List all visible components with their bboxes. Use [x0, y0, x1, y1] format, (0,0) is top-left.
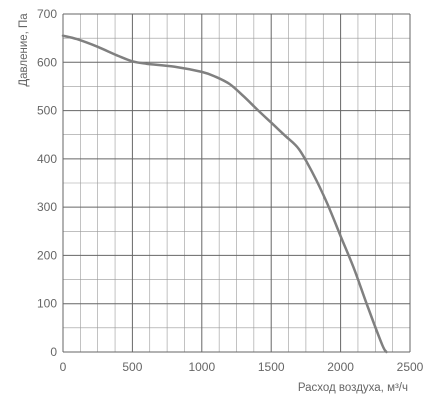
y-tick-label: 200 [37, 248, 57, 262]
y-axis-label: Давление, Па [18, 13, 30, 87]
pressure-flow-curve [61, 34, 388, 354]
y-tick-label: 0 [50, 345, 57, 359]
y-tick-label: 400 [37, 152, 57, 166]
y-tick-label: 500 [37, 104, 57, 118]
y-tick-label: 600 [37, 55, 57, 69]
x-tick-label: 500 [122, 360, 142, 374]
y-tick-label: 300 [37, 200, 57, 214]
y-tick-label: 700 [37, 7, 57, 21]
x-tick-label: 1500 [258, 360, 285, 374]
major-gridlines [62, 13, 411, 353]
x-axis-label: Расход воздуха, м³/ч [298, 382, 408, 394]
x-tick-label: 1000 [188, 360, 215, 374]
y-tick-label: 100 [37, 297, 57, 311]
minor-gridlines [63, 14, 410, 352]
x-tick-label: 0 [60, 360, 67, 374]
tick-labels: 0 500 1000 1500 2000 2500 0 100 200 300 400 500 600 7… [37, 7, 424, 374]
x-tick-label: 2500 [397, 360, 424, 374]
x-tick-label: 2000 [327, 360, 354, 374]
